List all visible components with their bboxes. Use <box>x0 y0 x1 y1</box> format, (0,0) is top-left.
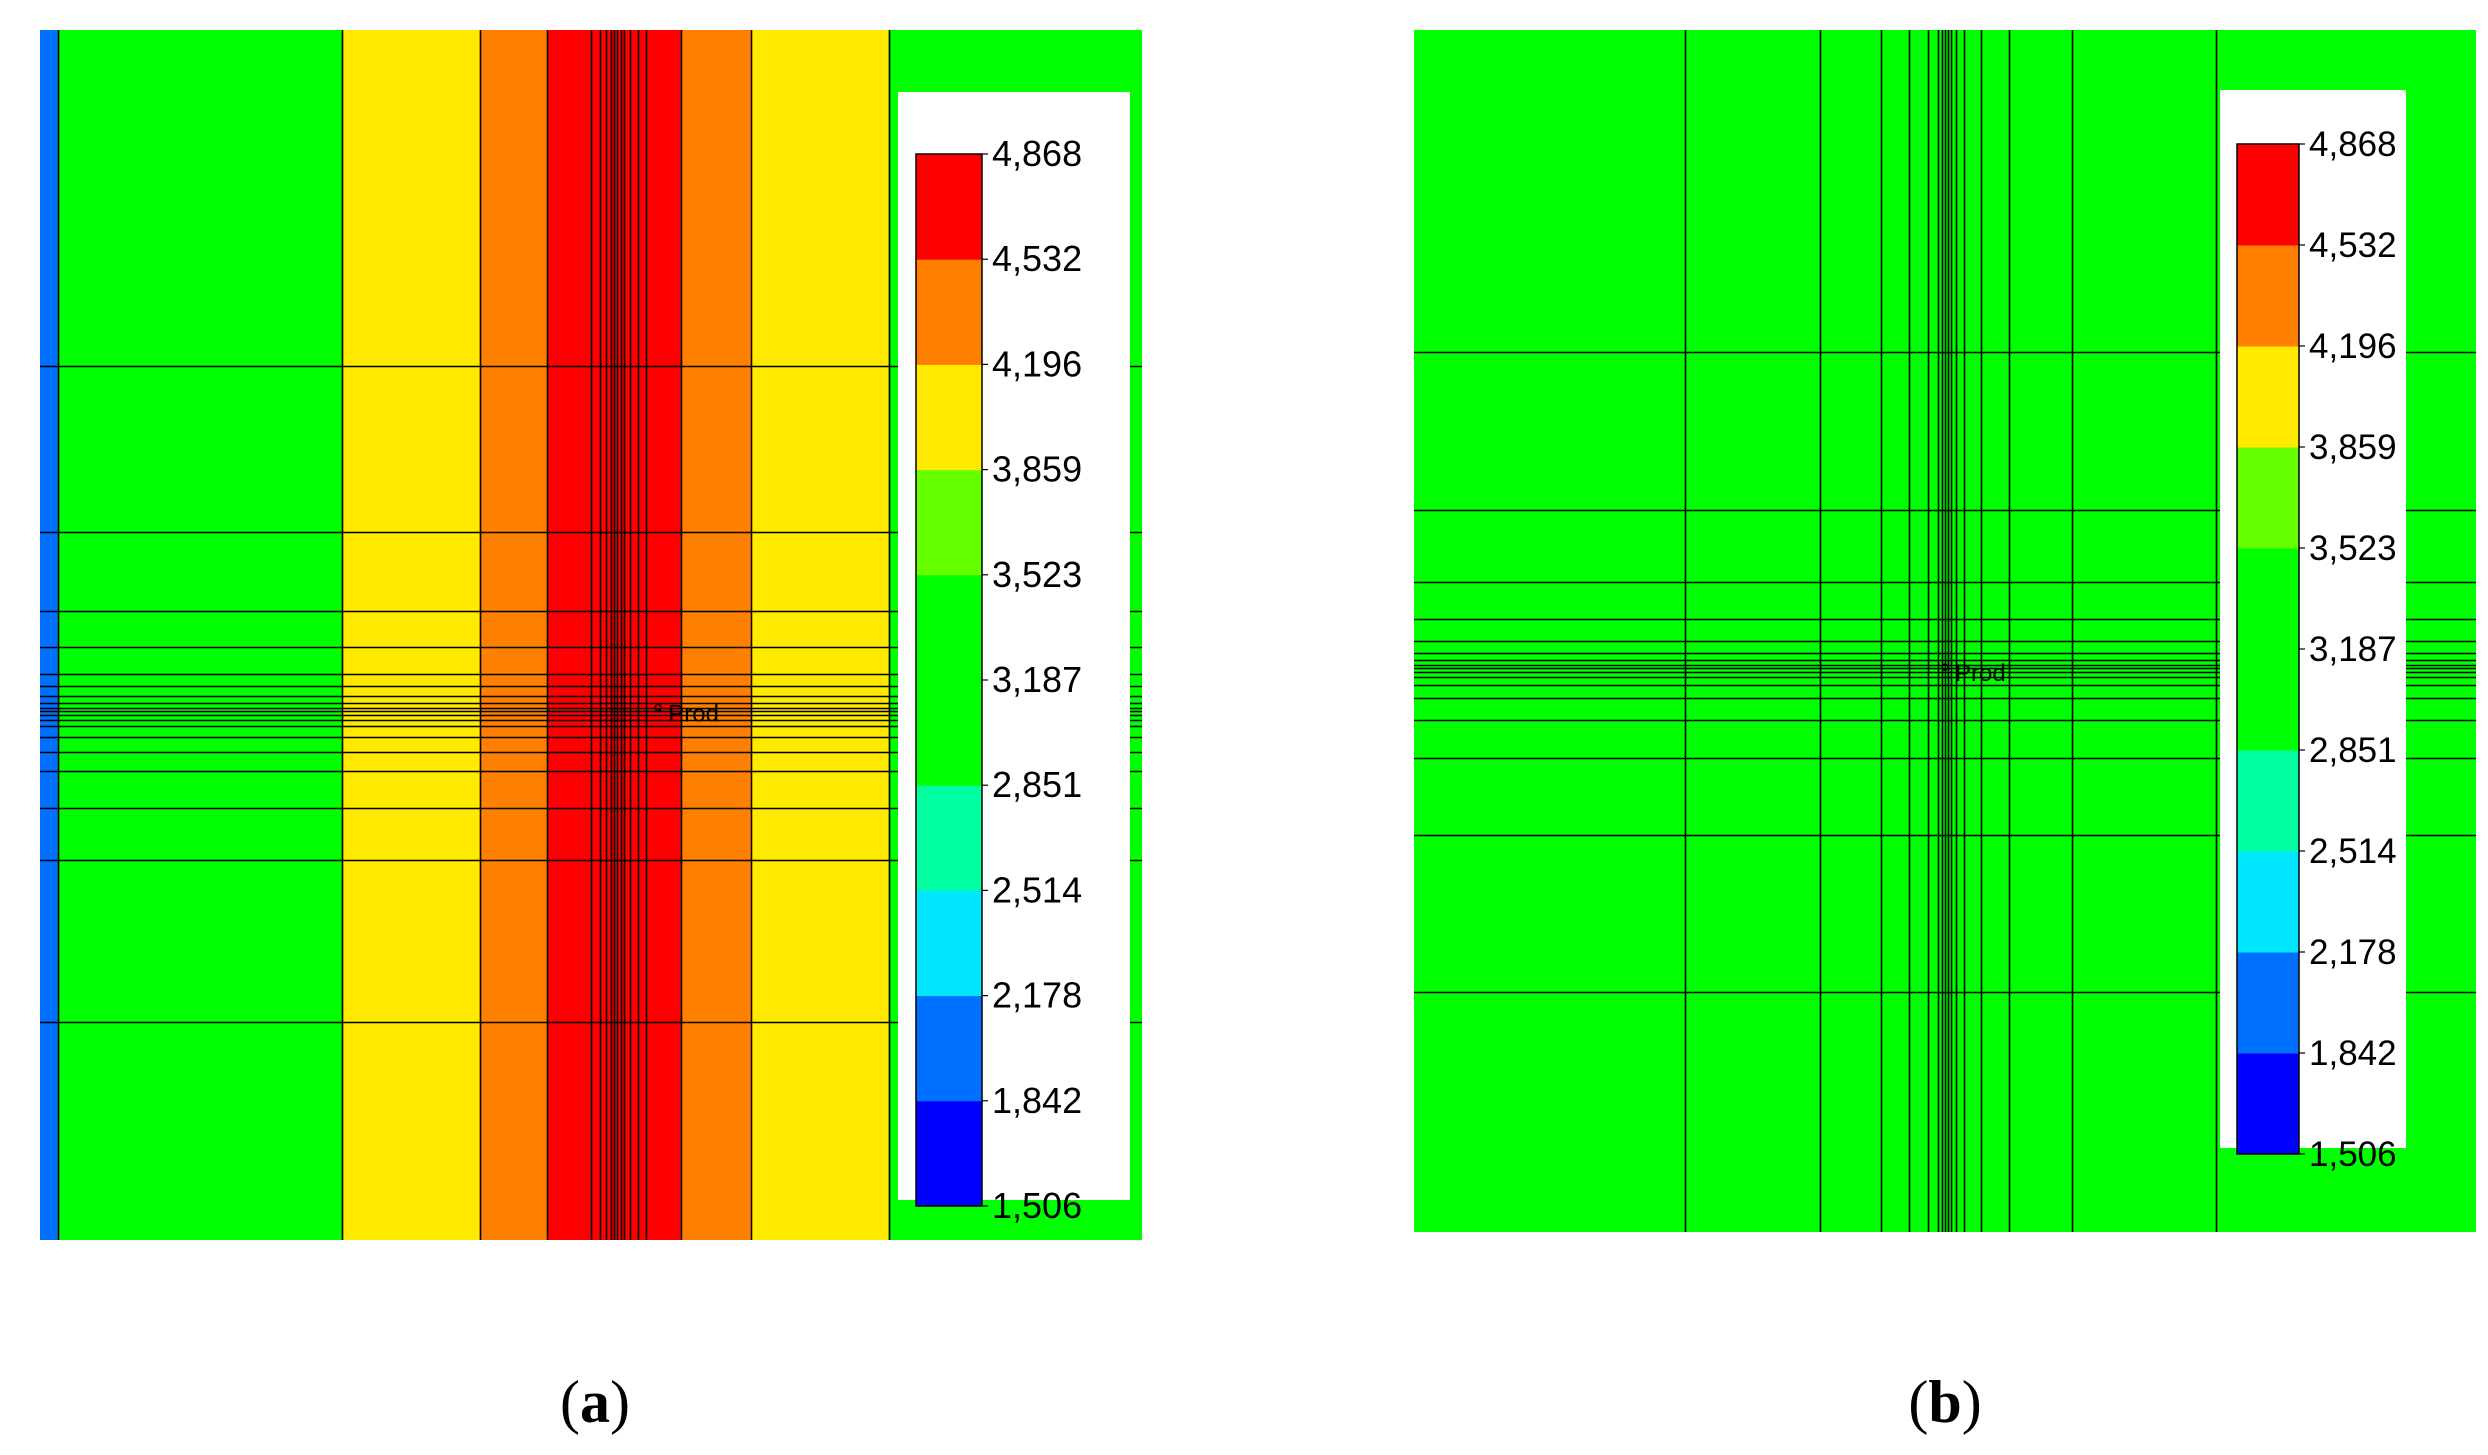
color-band <box>479 30 548 1240</box>
colorbar-tick-label: 4,868 <box>2309 125 2397 164</box>
colorbar-segment <box>2237 144 2299 246</box>
color-band <box>681 30 752 1240</box>
colorbar-tick-label: 4,196 <box>2309 327 2397 366</box>
colorbar-segment <box>916 469 982 576</box>
colorbar-tick-label: 2,514 <box>2309 832 2397 871</box>
well-marker-icon <box>1941 663 1949 671</box>
colorbar-tick-label: 1,842 <box>2309 1034 2397 1073</box>
colorbar-segment <box>916 785 982 891</box>
colorbar-segment <box>2237 548 2299 650</box>
colorbar-segment <box>2237 952 2299 1054</box>
heatmap-panel-a: Prod 1,506 1,842 2,178 2,514 2,851 3,187 3,523… <box>40 30 1142 1240</box>
colorbar-tick-label: 2,514 <box>992 869 1082 910</box>
colorbar-tick-label: 3,859 <box>2309 428 2397 467</box>
caption-b: (b) <box>1908 1369 1982 1435</box>
colorbar-a: 1,506 1,842 2,178 2,514 2,851 3,187 3,523 3,859… <box>915 133 1082 1226</box>
colorbar-tick-label: 4,196 <box>992 343 1082 384</box>
colorbar-legend-b: 1,506 1,842 2,178 2,514 2,851 3,187 3,523 3,859… <box>2220 90 2406 1174</box>
colorbar-tick-label: 4,532 <box>992 238 1082 279</box>
colorbar-segment <box>916 259 982 365</box>
colorbar-segment <box>2237 851 2299 953</box>
colorbar-tick-label: 1,842 <box>992 1080 1082 1121</box>
well-marker-icon <box>654 703 662 712</box>
colorbar-tick-label: 3,523 <box>992 554 1082 595</box>
colorbar-segment <box>2237 245 2299 347</box>
caption-letter-b: b <box>1928 1369 1962 1435</box>
colorbar-tick-label: 2,851 <box>2309 731 2397 770</box>
colorbar-tick-label: 1,506 <box>992 1185 1082 1226</box>
colorbar-segment <box>916 890 982 997</box>
colorbar-tick-label: 4,868 <box>992 133 1082 174</box>
colorbar-segment <box>2237 649 2299 751</box>
colorbar-b: 1,506 1,842 2,178 2,514 2,851 3,187 3,523 3,859… <box>2236 125 2397 1174</box>
colorbar-tick-label: 3,187 <box>992 659 1082 700</box>
colorbar-tick-label: 3,523 <box>2309 529 2397 568</box>
color-band <box>341 30 481 1240</box>
colorbar-segment <box>2237 447 2299 549</box>
colorbar-segment <box>2237 346 2299 448</box>
colorbar-tick-label: 2,178 <box>992 975 1082 1016</box>
well-label: Prod <box>668 701 719 728</box>
colorbar-tick-label: 2,178 <box>2309 933 2397 972</box>
colorbar-segment <box>2237 1053 2299 1155</box>
colorbar-tick-label: 3,859 <box>992 449 1082 490</box>
colorbar-legend-a: 1,506 1,842 2,178 2,514 2,851 3,187 3,523 3,859… <box>898 92 1130 1226</box>
colorbar-segment <box>916 154 982 260</box>
caption-a: (a) <box>560 1369 630 1435</box>
colorbar-tick-label: 4,532 <box>2309 226 2397 265</box>
colorbar-segment <box>2237 750 2299 852</box>
colorbar-tick-label: 3,187 <box>2309 630 2397 669</box>
colorbar-segment <box>916 364 982 471</box>
heatmap-panel-b: Prod 1,506 1,842 2,178 2,514 2,851 3,187 3,523… <box>1414 30 2476 1232</box>
colorbar-tick-label: 2,851 <box>992 764 1082 805</box>
colorbar-segment <box>916 680 982 786</box>
colorbar-segment <box>916 574 982 681</box>
colorbar-tick-label: 1,506 <box>2309 1135 2397 1174</box>
color-band <box>750 30 890 1240</box>
well-label: Prod <box>1955 660 2006 687</box>
color-band <box>57 30 343 1240</box>
color-band <box>40 30 59 1240</box>
colorbar-segment <box>916 995 982 1102</box>
caption-letter-a: a <box>580 1369 610 1435</box>
colorbar-segment <box>916 1100 982 1207</box>
